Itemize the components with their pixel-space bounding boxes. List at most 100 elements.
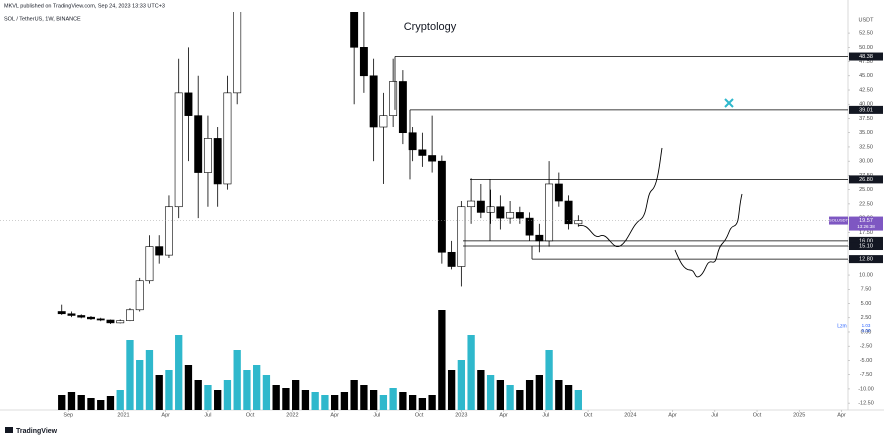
candle-body [155, 246, 164, 256]
level-label: 48.38 [859, 54, 873, 60]
volume-bar [58, 395, 66, 410]
y-tick-label: 35.00 [859, 130, 873, 136]
candle-body [437, 160, 446, 253]
volume-bar [301, 390, 310, 410]
x-tick-label: Oct [584, 412, 593, 418]
candle-body [184, 92, 193, 116]
volume-bar [506, 385, 514, 410]
candle-body [96, 318, 105, 321]
y-tick-label: -12.50 [858, 401, 874, 407]
y-tick-label: 22.50 [859, 201, 873, 207]
y-unit: USDT [859, 17, 875, 23]
projection-path [577, 147, 663, 247]
candle-body [87, 316, 95, 320]
y-tick-label: -10.00 [858, 386, 874, 392]
x-tick-label: Apr [161, 412, 170, 418]
volume-bar [408, 395, 417, 410]
last-price-value: 19.57 [859, 218, 873, 224]
y-tick-label: 7.50 [861, 287, 872, 293]
x-tick-label: 2022 [286, 412, 298, 418]
y-tick-label: 17.50 [859, 230, 873, 236]
candle-body [574, 220, 583, 225]
volume-bar [545, 350, 553, 410]
y-tick-label: 52.50 [859, 31, 873, 37]
volume-bar [399, 392, 407, 410]
candle-body [233, 12, 242, 94]
volume-bar [67, 392, 76, 410]
candle-body [457, 206, 466, 267]
volume-bar [204, 385, 212, 410]
plot-area [57, 12, 583, 410]
volume-bar [496, 380, 505, 410]
volume-bar [77, 395, 85, 410]
y-tick-label: -7.50 [860, 372, 873, 378]
symbol-line: SOL / TetherUS, 1W, BINANCE [4, 16, 81, 22]
volume-bar [564, 385, 573, 410]
x-tick-label: Apr [499, 412, 508, 418]
candle-body [428, 155, 437, 162]
volume-bar [379, 395, 388, 410]
level-label-box [849, 242, 883, 251]
candle-body [135, 280, 144, 311]
candle-body [515, 212, 524, 219]
candle-body [476, 200, 485, 213]
level-label: 16.00 [859, 238, 873, 244]
candle-body [164, 206, 173, 256]
indicator-value: 1.03 [862, 323, 871, 328]
volume-bar [145, 350, 154, 410]
level-label-box [849, 255, 883, 264]
level-label-box [849, 105, 883, 114]
volume-bar [87, 398, 95, 410]
chart-title: Cryptology [404, 21, 457, 33]
candle-body [145, 246, 154, 282]
level-label-box [849, 236, 883, 245]
y-tick-label: 42.50 [859, 87, 873, 93]
volume-bar [486, 375, 495, 410]
x-tick-label: Oct [246, 412, 255, 418]
candle-body [447, 251, 456, 267]
candle-body [116, 320, 125, 324]
volume-bar [214, 390, 222, 410]
candle-body [398, 81, 407, 134]
volume-bar [330, 395, 339, 410]
level-label-box [849, 52, 883, 61]
volume-bar [175, 335, 183, 410]
candle-body [126, 309, 134, 321]
candle-body [106, 319, 115, 324]
x-tick-label: Oct [753, 412, 762, 418]
candle-body [389, 81, 398, 116]
last-price-countdown: 13:26:38 [857, 224, 875, 229]
volume-bar [272, 385, 280, 410]
volume-bar [262, 375, 271, 410]
volume-bar [516, 390, 524, 410]
volume-bar [282, 388, 290, 410]
volume-bar [467, 335, 475, 410]
volume-bar [136, 360, 144, 410]
y-tick-label: -5.00 [860, 358, 873, 364]
volume-bar [428, 395, 436, 410]
y-tick-label: 30.00 [859, 159, 873, 165]
footer-logo-text: TradingView [16, 428, 58, 435]
candle-body [359, 47, 368, 77]
volume-bar [165, 370, 173, 410]
volume-bar [194, 380, 202, 410]
volume-bar [97, 400, 105, 410]
y-tick-label: -2.50 [860, 344, 873, 350]
publisher-line: MKVL published on TradingView.com, Sep 2… [4, 3, 165, 9]
candle-body [545, 183, 554, 242]
volume-bar [311, 392, 319, 410]
level-label: 15.10 [859, 243, 873, 249]
volume-bar [243, 370, 251, 410]
y-tick-label: 32.50 [859, 144, 873, 150]
volume-bar [369, 390, 378, 410]
candle-body [467, 200, 476, 208]
volume-bar [438, 310, 446, 410]
candle-body [67, 313, 76, 316]
candle-body [213, 138, 222, 185]
footer-logo: TradingView [5, 427, 58, 435]
y-tick-label: 10.00 [859, 273, 873, 279]
volume-bar [350, 380, 358, 410]
y-tick-label: 37.50 [859, 116, 873, 122]
y-tick-label: 40.00 [859, 102, 873, 108]
indicator-name: Lzm [837, 323, 846, 329]
